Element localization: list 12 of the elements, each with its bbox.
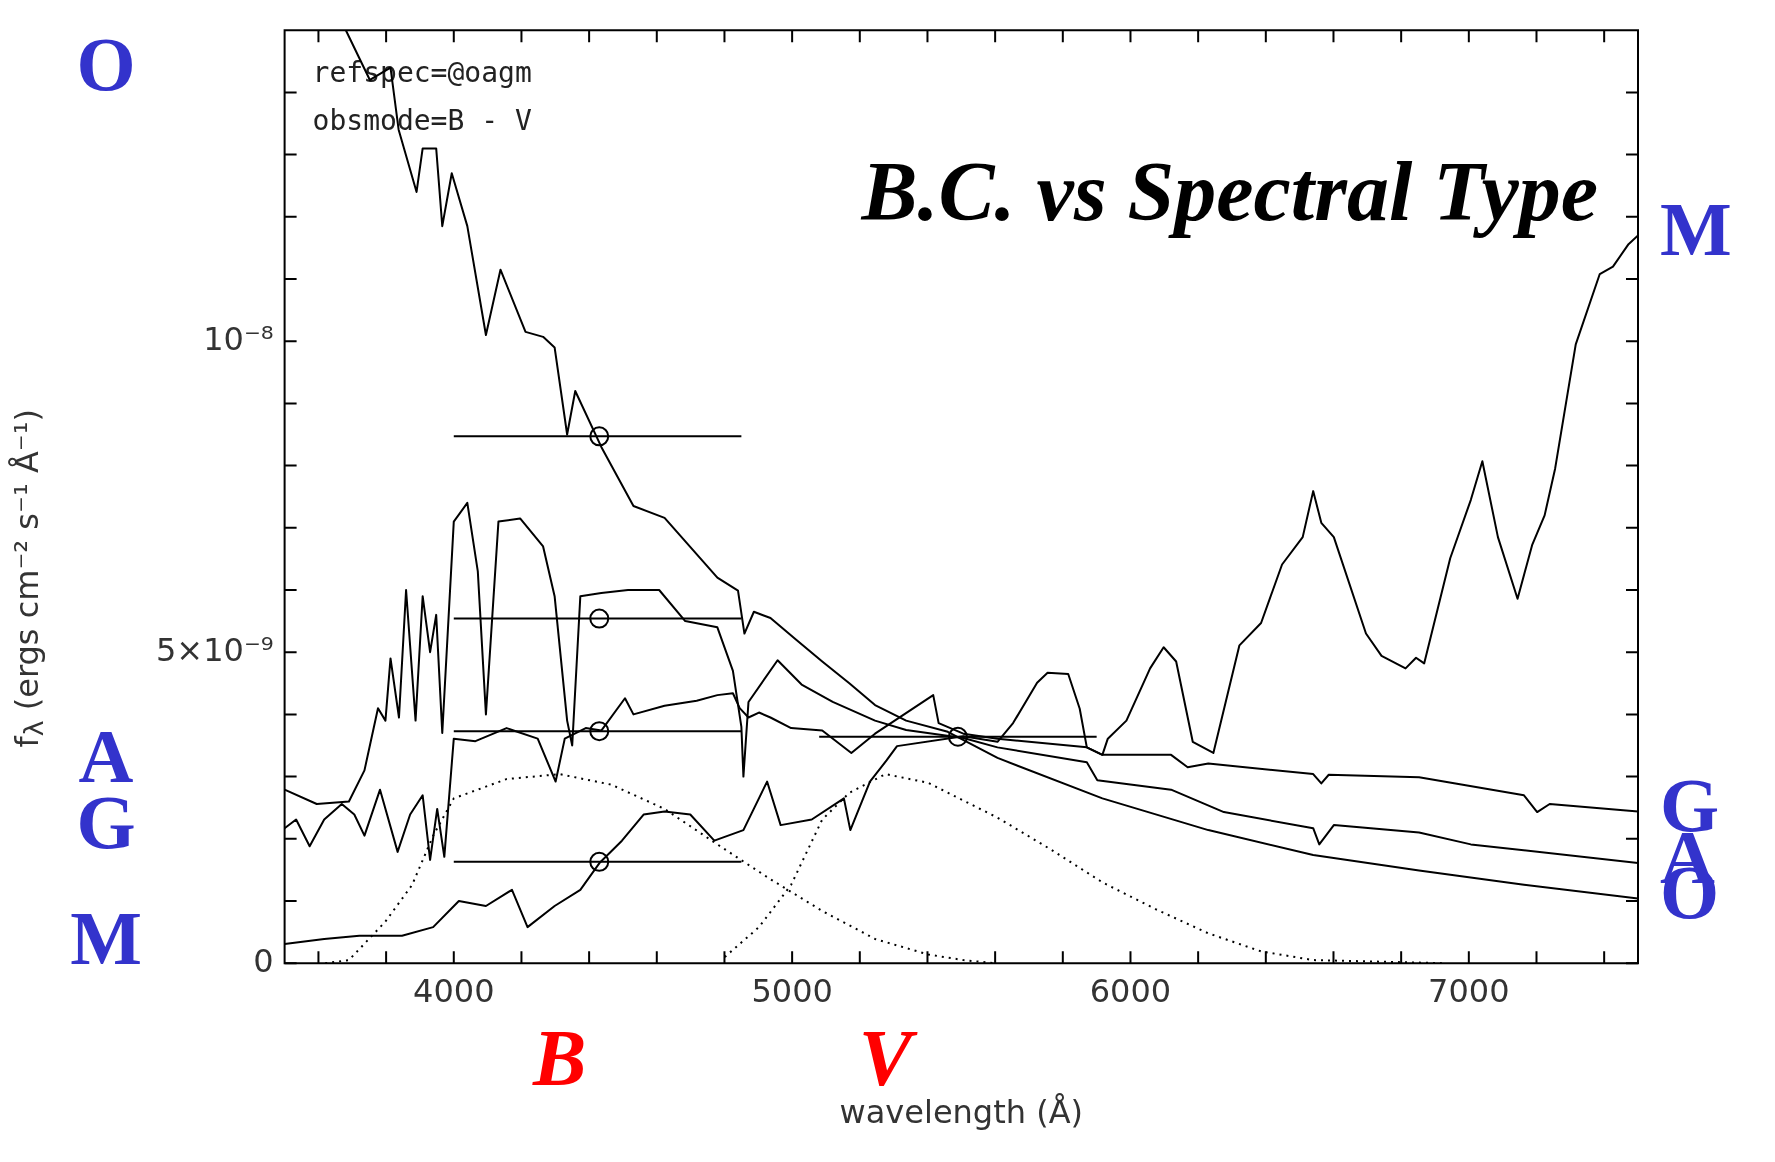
x-tick-label: 5000 — [751, 971, 833, 1010]
legend-label: M — [1660, 187, 1732, 272]
text: O — [76, 21, 136, 106]
y-tick-label: 10⁻⁸ — [203, 319, 274, 358]
text: M — [70, 895, 142, 980]
annotation: B — [532, 1013, 587, 1102]
y-tick-label: 5×10⁻⁹ — [156, 630, 274, 669]
x-tick-label: 4000 — [413, 971, 495, 1010]
y-tick-label: 0 — [253, 941, 274, 980]
x-tick-label: 7000 — [1428, 971, 1510, 1010]
text: B.C. vs Spectral Type — [860, 145, 1598, 239]
x-tick-label: 6000 — [1089, 971, 1172, 1010]
